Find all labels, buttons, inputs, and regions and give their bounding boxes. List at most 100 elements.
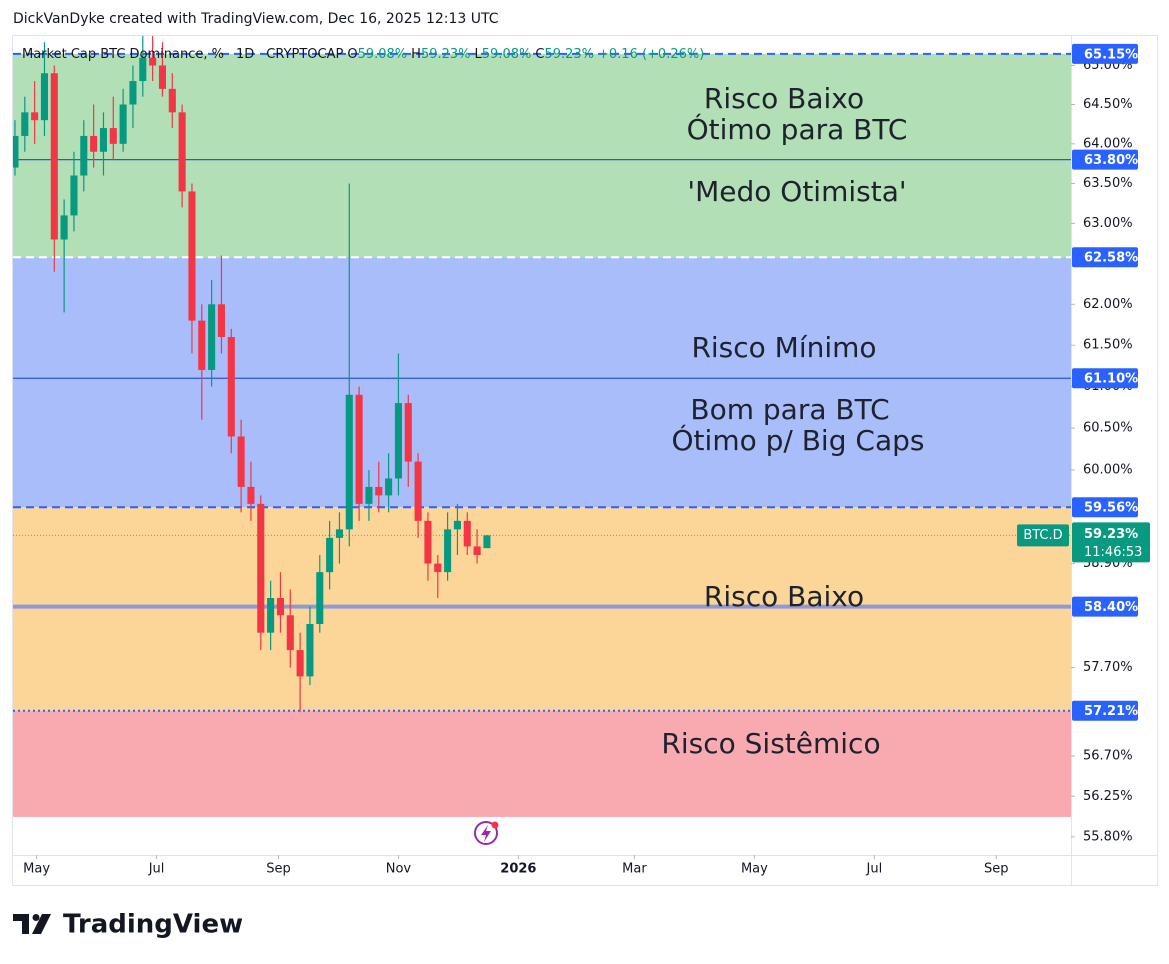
- risk-band: [13, 257, 1071, 508]
- candle-body: [158, 65, 166, 89]
- y-tick-label: 60.50%: [1083, 421, 1133, 436]
- candle-body: [227, 337, 235, 437]
- zone-annotation: Bom para BTC: [690, 393, 889, 426]
- legend-interval: 1D: [236, 47, 254, 62]
- y-tick-label: 64.50%: [1083, 97, 1133, 112]
- legend-change: +0.16 (+0.26%): [598, 47, 704, 62]
- zone-annotation: Risco Mínimo: [691, 331, 876, 364]
- level-label: 63.80%: [1084, 153, 1138, 168]
- axes: 65.00%64.50%64.00%63.50%63.00%62.00%61.5…: [23, 43, 1150, 877]
- x-tick-label: Sep: [266, 862, 291, 877]
- legend-ohlc-value: 59.08%: [358, 47, 408, 62]
- candle-body: [444, 529, 452, 573]
- candle-body: [109, 128, 117, 144]
- candle-body: [335, 529, 343, 538]
- legend-ohlc-label: C: [535, 47, 544, 62]
- candle-body: [208, 304, 216, 370]
- level-label: 57.21%: [1084, 704, 1138, 719]
- level-label-bg: [1072, 700, 1138, 721]
- candle-body: [394, 403, 402, 479]
- zone-annotation: Risco Baixo: [704, 580, 864, 613]
- candle-body: [385, 478, 393, 496]
- candle-body: [434, 563, 442, 573]
- candle-body: [247, 486, 255, 504]
- candle-body: [139, 57, 147, 82]
- y-tick-label: 57.70%: [1083, 660, 1133, 675]
- risk-band: [13, 710, 1071, 817]
- candle-body: [90, 135, 98, 152]
- candle-body: [237, 436, 245, 487]
- candle-body: [296, 650, 304, 677]
- candle-body: [178, 112, 186, 192]
- zone-annotation: Risco Sistêmico: [661, 727, 880, 760]
- x-tick-label: 2026: [500, 862, 536, 877]
- candle-body: [40, 73, 49, 121]
- level-label-bg: [1072, 497, 1138, 518]
- brand-name: TradingView: [63, 910, 243, 940]
- zone-annotation: Ótimo para BTC: [687, 112, 908, 146]
- candle-body: [129, 81, 137, 105]
- candle-body: [345, 394, 353, 530]
- last-price-bg: [1072, 522, 1150, 563]
- candle-body: [188, 191, 196, 321]
- price-axis: [1071, 36, 1157, 885]
- legend-ohlc-label: L: [475, 47, 483, 62]
- lightning-icon: [474, 821, 499, 845]
- candle-body: [375, 486, 383, 496]
- candle-body: [198, 320, 206, 370]
- zone-annotation: Risco Baixo: [704, 82, 864, 115]
- candle-body: [463, 520, 471, 547]
- candle-body: [365, 486, 373, 504]
- y-tick-label: 62.00%: [1083, 297, 1133, 312]
- candle-body: [424, 520, 432, 564]
- legend: Market Cap BTC Dominance, % 1D CRYPTOCAP O5…: [22, 47, 704, 62]
- y-tick-label: 64.00%: [1083, 136, 1133, 151]
- candle-body: [31, 112, 39, 121]
- candle-body: [306, 623, 314, 677]
- candle-body: [355, 394, 363, 504]
- y-tick-label: 61.50%: [1083, 338, 1133, 353]
- candle-body: [276, 598, 284, 616]
- x-tick-label: Jul: [148, 862, 165, 877]
- legend-ohlc-label: H: [411, 47, 421, 62]
- legend-ohlc-value: 59.23%: [421, 47, 471, 62]
- candle-body: [286, 615, 294, 651]
- candle-body: [326, 537, 334, 573]
- zone-annotation: Ótimo p/ Big Caps: [672, 423, 925, 457]
- level-label-bg: [1072, 247, 1138, 268]
- level-label: 61.10%: [1084, 372, 1138, 387]
- x-tick-label: Nov: [386, 862, 412, 877]
- last-price-label: 59.23%: [1084, 527, 1138, 542]
- legend-ohlc-value: 59.23%: [544, 47, 594, 62]
- x-tick-label: Jul: [866, 862, 883, 877]
- legend-symbol: Market Cap BTC Dominance, %: [22, 47, 224, 62]
- level-label-bg: [1072, 596, 1138, 617]
- y-tick-label: 63.50%: [1083, 176, 1133, 191]
- candle-body: [80, 135, 88, 176]
- attribution: DickVanDyke created with TradingView.com…: [13, 11, 499, 27]
- zone-annotation: 'Medo Otimista': [687, 175, 906, 208]
- level-label-bg: [1072, 43, 1138, 64]
- risk-band: [13, 507, 1071, 711]
- candle-body: [404, 403, 412, 462]
- level-label-bg: [1072, 149, 1138, 170]
- x-tick-label: May: [23, 862, 50, 877]
- legend-ohlc-label: O: [347, 47, 357, 62]
- candle-body: [453, 520, 461, 530]
- level-label: 62.58%: [1084, 251, 1138, 266]
- countdown: 11:46:53: [1084, 545, 1142, 560]
- legend-exchange: CRYPTOCAP: [266, 47, 343, 62]
- candle-body: [257, 503, 265, 633]
- x-tick-label: May: [741, 862, 768, 877]
- legend-ohlc-value: 59.08%: [482, 47, 532, 62]
- candle-body: [99, 128, 108, 152]
- y-tick-label: 56.25%: [1083, 789, 1133, 804]
- candle-body: [168, 88, 176, 113]
- level-label-bg: [1072, 368, 1138, 389]
- symbol-badge: BTC.D: [1023, 528, 1062, 543]
- y-tick-label: 60.00%: [1083, 463, 1133, 478]
- level-label: 59.56%: [1084, 501, 1138, 516]
- candle-body: [217, 304, 225, 338]
- candle-body: [149, 57, 157, 66]
